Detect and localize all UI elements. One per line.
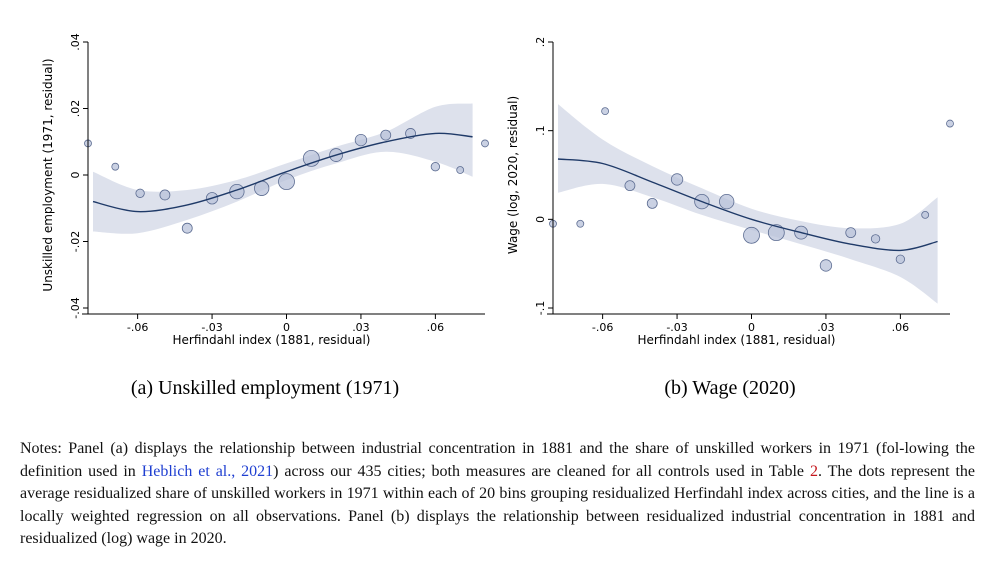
- panel-b-point-7: [719, 193, 735, 210]
- panel-a-point-6: [229, 183, 245, 200]
- panel-a-point-12: [380, 129, 392, 141]
- panel-a-y-tick-label-3: .02: [69, 100, 82, 118]
- panel-b-y-axis-title: Wage (log, 2020, residual): [506, 96, 520, 254]
- panel-b-x-tick-label-1: -.03: [666, 321, 687, 334]
- panel-a-y-axis-title: Unskilled employment (1971, residual): [41, 58, 55, 291]
- panel-a-caption: (a) Unskilled employment (1971): [30, 377, 500, 400]
- panel-a-caption-text: Unskilled employment (1971): [158, 377, 400, 399]
- notes-text-1: Notes: Panel (a) displays the relationsh…: [20, 440, 975, 480]
- notes-text-2: ) across our 435 cities; both measures a…: [273, 462, 810, 480]
- panel-a-y-tick-label-2: 0: [69, 172, 82, 179]
- panel-b-x-tick-label-3: .03: [817, 321, 835, 334]
- panel-b-point-1: [576, 219, 585, 228]
- panel-a-confidence-band: [93, 103, 473, 234]
- citation-link[interactable]: Heblich et al., 2021: [141, 462, 274, 480]
- panel-a-chart: -.06 -.03 0 .03 .06 -.04 -.02 0 .02 .04 Herfindahl…: [30, 30, 500, 350]
- panel-a-svg: -.06 -.03 0 .03 .06 -.04 -.02 0 .02 .04 Herfindahl…: [41, 33, 489, 347]
- panel-b-point-14: [895, 254, 906, 264]
- panel-b-point-8: [743, 226, 760, 244]
- panel-b-point-15: [921, 210, 930, 219]
- panel-a-x-tick-label-4: .06: [427, 321, 445, 334]
- notes-text-3: . The dots represent the average residua…: [20, 462, 976, 548]
- panel-b-point-2: [601, 107, 610, 116]
- panel-b-point-13: [870, 234, 881, 244]
- panel-a-x-tick-label-3: .03: [352, 321, 370, 334]
- panel-b-y-tick-label-3: .2: [534, 37, 547, 48]
- panel-a-point-15: [456, 166, 465, 174]
- panel-b-y-tick-label-2: .1: [534, 125, 547, 135]
- panel-b-x-axis-title: Herfindahl index (1881, residual): [638, 333, 836, 347]
- panel-a-x-tick-label-0: -.06: [127, 321, 148, 334]
- panel-b-fit-line: [557, 158, 938, 252]
- panel-b-point-4: [646, 197, 658, 209]
- panel-b-caption: (b) Wage (2020): [495, 377, 965, 400]
- panel-b-x-tick-label-4: .06: [892, 321, 910, 334]
- panel-a-x-tick-label-1: -.03: [201, 321, 222, 334]
- panel-b-y-tick-label-0: -.1: [534, 301, 547, 315]
- figure-notes: Notes: Panel (a) displays the relationsh…: [20, 438, 975, 551]
- panel-b-y-tick-label-1: 0: [534, 216, 547, 223]
- panel-b-confidence-band: [558, 104, 938, 304]
- panel-a-point-2: [135, 188, 145, 198]
- panel-a-point-16: [481, 139, 489, 148]
- panel-b-point-12: [845, 227, 857, 239]
- panel-a-point-4: [181, 222, 193, 234]
- panel-b-chart: -.06 -.03 0 .03 .06 -.1 0 .1 .2 Herfindahl index …: [495, 30, 965, 350]
- panel-a-point-1: [111, 162, 120, 171]
- panel-a-point-9: [302, 149, 320, 167]
- panel-b-point-9: [767, 224, 785, 242]
- panel-a-label: (a): [130, 377, 154, 399]
- panel-b-x-tick-label-0: -.06: [592, 321, 613, 334]
- table-ref-link[interactable]: 2: [809, 462, 818, 480]
- panel-b-point-3: [624, 180, 636, 192]
- panel-a-fit-line: [92, 132, 473, 213]
- panel-b-point-11: [819, 259, 833, 272]
- panel-a-point-11: [354, 133, 368, 147]
- panel-a-x-axis-title: Herfindahl index (1881, residual): [173, 333, 371, 347]
- panel-b-svg: -.06 -.03 0 .03 .06 -.1 0 .1 .2 Herfindahl index …: [506, 37, 954, 347]
- panel-a-y-tick-label-4: .04: [69, 33, 82, 51]
- panel-a-point-3: [159, 189, 171, 201]
- panel-a-y-tick-label-1: -.02: [69, 231, 82, 252]
- panel-b-x-tick-label-2: 0: [748, 321, 755, 334]
- panel-a-point-14: [430, 162, 441, 172]
- panel-b-caption-text: Wage (2020): [692, 377, 796, 399]
- panel-a-x-tick-label-2: 0: [283, 321, 290, 334]
- panel-b-label: (b): [664, 377, 688, 399]
- panel-a-y-tick-label-0: -.04: [69, 297, 82, 318]
- panel-b-point-16: [946, 119, 954, 128]
- panel-a-point-8: [278, 173, 295, 191]
- panel-b-point-5: [670, 173, 684, 186]
